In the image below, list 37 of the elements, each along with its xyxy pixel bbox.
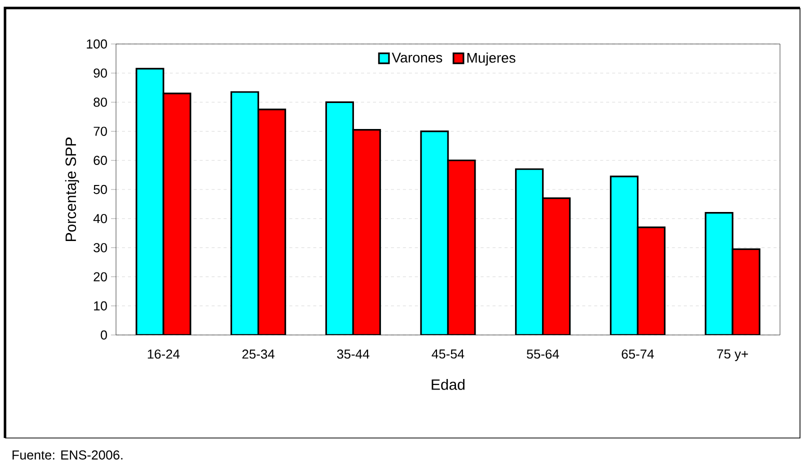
x-tick-label: 55-64 — [526, 350, 560, 359]
x-tick-label: 16-24 — [148, 350, 180, 359]
bar — [732, 248, 760, 335]
y-tick-label: 100 — [86, 39, 107, 49]
y-tick-label: 60 — [94, 156, 107, 165]
bar — [704, 212, 734, 335]
y-tick-label: 70 — [94, 126, 107, 136]
y-tick-label: 30 — [94, 243, 107, 252]
x-tick-label: 25-34 — [242, 350, 274, 359]
y-tick-label: 90 — [94, 68, 107, 78]
bar — [136, 68, 164, 335]
bar — [162, 92, 192, 335]
bar — [352, 129, 381, 335]
x-tick-label: 75 y+ — [717, 350, 748, 362]
y-tick-label: 80 — [94, 98, 107, 107]
bar — [515, 168, 544, 335]
legend-label: Varones — [392, 52, 442, 63]
bar — [257, 108, 286, 335]
y-tick-label: 0 — [100, 330, 107, 340]
x-axis-title: Edad — [432, 378, 464, 390]
y-tick-label: 10 — [94, 301, 107, 310]
x-tick-label: 45-54 — [432, 350, 464, 359]
legend-label: Mujeres — [467, 52, 516, 66]
y-axis-title: Porcentaje SPP — [65, 138, 80, 242]
y-tick-label: 40 — [93, 214, 107, 224]
bar — [542, 197, 571, 335]
bar — [447, 160, 476, 335]
bar — [230, 91, 260, 335]
source-note: Fuente: ENS-2006. — [12, 450, 122, 460]
x-tick-label: 65-74 — [622, 350, 654, 359]
y-tick-label: 20 — [94, 272, 107, 282]
y-tick-label: 50 — [94, 184, 107, 194]
bar — [325, 101, 354, 335]
bar — [420, 130, 449, 335]
x-tick-label: 35-44 — [337, 350, 370, 359]
bar — [610, 176, 639, 335]
bar — [636, 226, 666, 335]
